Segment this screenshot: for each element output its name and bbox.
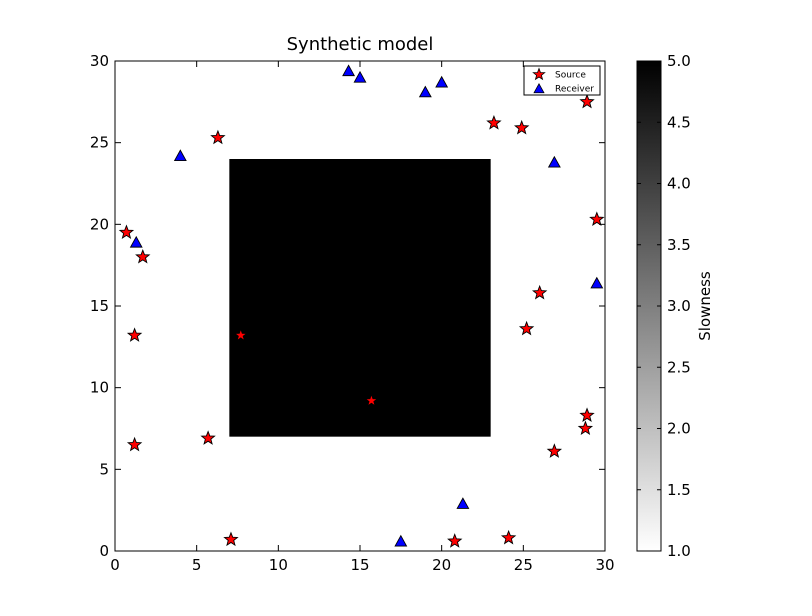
source-point <box>589 211 605 226</box>
colorbar-tick-label: 3.5 <box>667 236 691 254</box>
receiver-point <box>129 235 143 248</box>
source-point <box>200 430 216 445</box>
receiver-point <box>435 75 449 88</box>
colorbar-ticks: 1.0 1.5 2.0 2.5 3.0 3.5 4.0 4.5 5.0 <box>637 52 691 560</box>
source-point <box>518 320 535 336</box>
source-point <box>210 129 226 145</box>
legend-receiver-label: Receiver <box>555 85 594 95</box>
receiver-point <box>418 85 432 98</box>
y-tick-label: 25 <box>90 134 109 152</box>
receiver-point <box>353 70 367 83</box>
y-tick-label: 10 <box>90 379 109 397</box>
y-tick-label: 0 <box>99 542 109 560</box>
x-tick-label: 0 <box>110 556 120 574</box>
legend: Source Receiver <box>523 65 601 96</box>
source-point <box>579 93 595 109</box>
source-point <box>236 330 246 340</box>
legend-receiver-marker <box>533 82 545 94</box>
colorbar-tick-label: 5.0 <box>667 52 691 70</box>
y-tick-label: 20 <box>90 215 109 233</box>
source-point <box>500 529 517 545</box>
source-point <box>118 224 135 240</box>
colorbar-label: Slowness <box>696 271 714 341</box>
source-point <box>126 327 143 342</box>
source-point <box>135 248 151 264</box>
legend-source-marker <box>532 67 546 81</box>
y-tick-label: 5 <box>99 460 109 478</box>
receiver-point <box>456 497 470 509</box>
y-tick-label: 15 <box>90 297 109 315</box>
chart-title: Synthetic model <box>287 34 434 55</box>
source-point <box>126 436 143 452</box>
x-tick-label: 20 <box>432 556 451 574</box>
receiver-point <box>547 155 561 168</box>
legend-source-label: Source <box>555 71 586 81</box>
colorbar: 1.0 1.5 2.0 2.5 3.0 3.5 4.0 4.5 5.0 Slowness <box>636 52 714 560</box>
colorbar-tick-label: 2.5 <box>667 358 691 376</box>
source-point <box>514 119 530 135</box>
colorbar-tick-label: 1.5 <box>667 481 691 499</box>
receiver-point <box>342 64 356 77</box>
data-points <box>118 64 605 548</box>
receiver-point <box>590 276 604 289</box>
source-point <box>366 395 377 405</box>
x-tick-label: 10 <box>269 556 288 574</box>
colorbar-tick-label: 1.0 <box>667 542 691 560</box>
slowness-anomaly-block <box>229 159 491 437</box>
colorbar-tick-label: 2.0 <box>667 420 691 438</box>
source-point <box>577 420 594 436</box>
receiver-point <box>173 149 187 162</box>
source-point <box>546 443 563 458</box>
colorbar-tick-label: 4.5 <box>667 113 691 131</box>
source-point <box>579 407 595 422</box>
source-point <box>447 533 463 548</box>
x-tick-label: 15 <box>350 556 369 574</box>
plot-area: 0 5 10 15 20 25 30 0 5 10 15 20 25 30 <box>90 52 615 574</box>
receiver-point <box>394 534 408 547</box>
source-point <box>223 531 239 547</box>
x-tick-label: 30 <box>595 556 614 574</box>
source-point <box>486 115 502 130</box>
colorbar-tick-label: 3.0 <box>667 297 691 315</box>
x-tick-label: 25 <box>514 556 533 574</box>
colorbar-tick-label: 4.0 <box>667 175 691 193</box>
x-tick-label: 5 <box>192 556 202 574</box>
axis-ticks: 0 5 10 15 20 25 30 0 5 10 15 20 25 30 <box>90 52 615 574</box>
plot-frame <box>114 60 606 552</box>
y-tick-label: 30 <box>90 52 109 70</box>
source-point <box>532 284 548 300</box>
